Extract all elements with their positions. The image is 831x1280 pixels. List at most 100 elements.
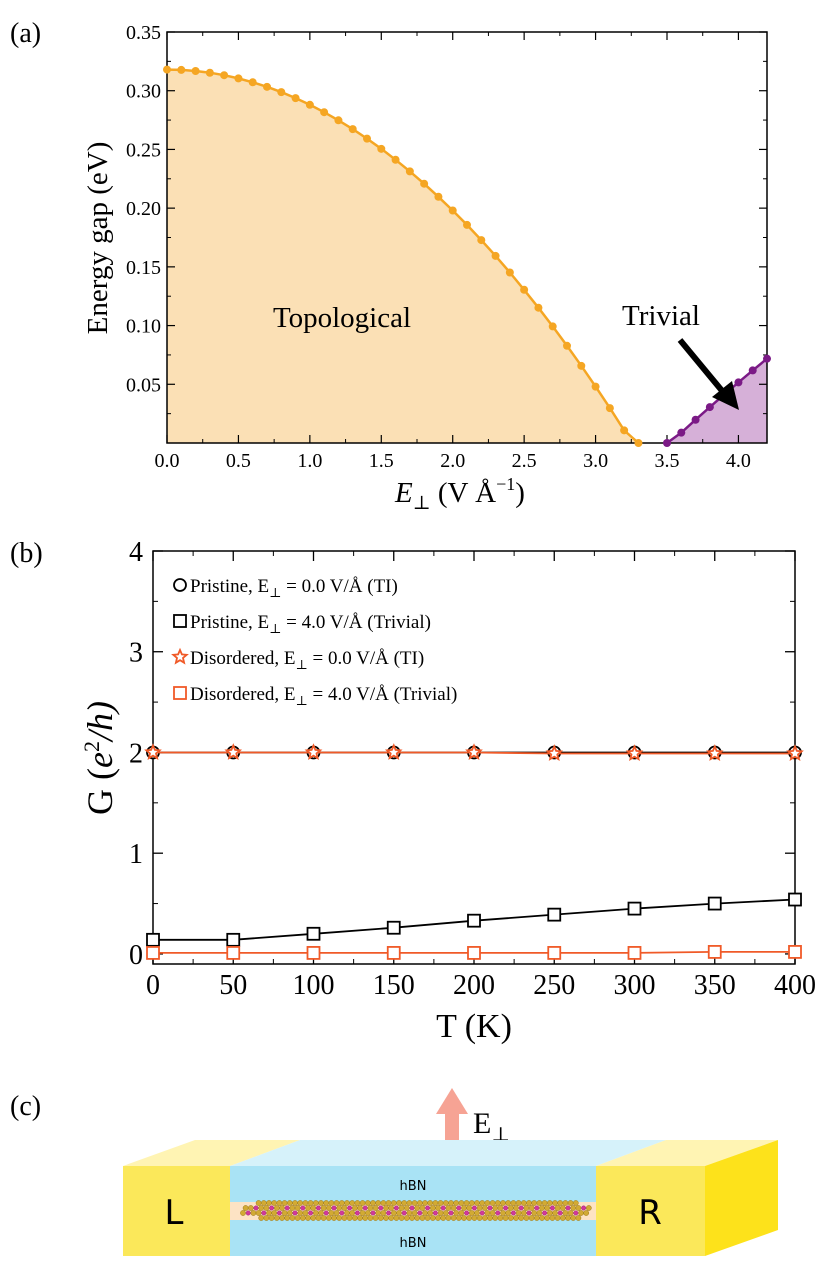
- atom-gold: [273, 1205, 280, 1211]
- atom-gold: [484, 1210, 491, 1216]
- panel-a-y-axis-label: Energy gap (eV): [82, 142, 114, 335]
- atom-gold: [375, 1200, 382, 1206]
- atom-gold: [526, 1200, 532, 1206]
- atom-gold: [403, 1215, 410, 1221]
- panel-b-series: [144, 743, 804, 960]
- atom-gold: [310, 1205, 317, 1211]
- atom-gold: [481, 1215, 488, 1221]
- series-2-point-6: [625, 744, 644, 761]
- atom-gold: [562, 1210, 569, 1216]
- point-topological-32: [620, 426, 629, 435]
- atom-gold: [474, 1200, 480, 1206]
- atom-pink: [432, 1210, 438, 1216]
- point-topological-4: [220, 71, 229, 80]
- atom-gold: [572, 1200, 579, 1206]
- point-topological-26: [534, 303, 543, 312]
- atom-pink: [487, 1205, 493, 1211]
- atom-pink: [409, 1205, 415, 1211]
- atom-gold: [318, 1210, 324, 1216]
- atom-gold: [476, 1215, 483, 1221]
- x-tick-label-5: 2.5: [512, 450, 537, 472]
- atom-gold: [445, 1205, 452, 1211]
- series-2-point-5: [545, 744, 564, 761]
- atom-gold: [559, 1215, 566, 1221]
- atom-gold: [279, 1205, 285, 1211]
- y-tick-label-4: 4: [129, 537, 143, 568]
- x-tick-label-3: 1.5: [369, 450, 394, 472]
- atom-gold: [466, 1205, 473, 1211]
- atom-gold: [336, 1215, 343, 1221]
- atom-gold: [263, 1205, 270, 1211]
- atom-gold: [383, 1215, 389, 1221]
- atom-gold: [528, 1205, 535, 1211]
- panel-b-chart: 0 50 100 150 200 250 300 350 400 0 1 2 3 4 Pristine, …: [79, 537, 816, 1045]
- point-trivial-6: [748, 366, 757, 375]
- atom-gold: [281, 1200, 288, 1206]
- series-1-point-8: [788, 892, 802, 907]
- atom-gold: [294, 1205, 301, 1211]
- atom-gold: [255, 1210, 262, 1216]
- atom-gold: [344, 1200, 350, 1206]
- atom-gold: [500, 1210, 506, 1216]
- panel-a-fills: [167, 69, 767, 443]
- legend-label-0: Pristine, E⊥ = 0.0 V/Å (TI): [190, 576, 398, 600]
- series-1-point-7: [707, 896, 722, 911]
- atom-gold: [442, 1200, 449, 1206]
- atom-pink: [269, 1205, 275, 1211]
- atom-gold: [554, 1205, 561, 1211]
- atom-gold: [271, 1210, 278, 1216]
- atom-gold: [351, 1215, 358, 1221]
- atom-gold: [307, 1200, 314, 1206]
- atom-gold: [523, 1215, 530, 1221]
- atom-gold: [354, 1200, 361, 1206]
- atom-pink: [276, 1210, 282, 1216]
- atom-gold: [520, 1210, 527, 1216]
- atom-gold: [429, 1215, 436, 1221]
- atom-gold: [344, 1210, 350, 1216]
- series-2-point-2: [304, 743, 323, 760]
- panel-label-a: (a): [10, 18, 41, 49]
- y-tick-label-3: 0.20: [126, 198, 161, 220]
- atom-pink: [526, 1210, 532, 1216]
- atom-pink: [573, 1210, 579, 1216]
- atom-gold: [471, 1215, 478, 1221]
- atom-gold: [536, 1200, 543, 1206]
- atom-gold: [513, 1215, 519, 1221]
- atom-gold: [562, 1200, 569, 1206]
- atom-gold: [505, 1200, 512, 1206]
- atom-gold: [422, 1210, 428, 1216]
- atom-gold: [578, 1210, 584, 1216]
- atom-gold: [424, 1215, 431, 1221]
- atom-gold: [398, 1205, 405, 1211]
- legend-label-2: Disordered, E⊥ = 0.0 V/Å (TI): [190, 648, 424, 672]
- atom-gold: [325, 1205, 332, 1211]
- atom-gold: [422, 1200, 428, 1206]
- legend-marker-3: [173, 686, 187, 700]
- point-topological-27: [548, 322, 557, 331]
- point-topological-19: [434, 192, 443, 201]
- series-3-point-4: [467, 946, 481, 960]
- point-topological-23: [491, 251, 500, 260]
- series-1-point-1: [226, 932, 241, 947]
- atom-gold: [474, 1210, 480, 1216]
- atom-gold: [289, 1215, 296, 1221]
- series-2-point-0: [144, 743, 162, 760]
- atom-gold: [489, 1200, 496, 1206]
- atom-gold: [453, 1210, 460, 1216]
- panel-label-b: (b): [10, 538, 43, 569]
- atom-gold: [450, 1205, 457, 1211]
- atom-gold: [531, 1200, 538, 1206]
- atom-gold: [411, 1200, 418, 1206]
- atom-gold: [364, 1210, 371, 1216]
- atom-gold: [302, 1210, 309, 1216]
- atom-gold: [284, 1215, 291, 1221]
- atom-gold: [419, 1205, 426, 1211]
- atom-gold: [557, 1200, 564, 1206]
- atom-gold: [406, 1200, 413, 1206]
- legend-label-1: Pristine, E⊥ = 4.0 V/Å (Trivial): [190, 612, 431, 636]
- atom-gold: [453, 1200, 460, 1206]
- atom-gold: [507, 1215, 514, 1221]
- right-electrode-label: R: [638, 1193, 662, 1233]
- hbn-bottom-layer: [230, 1220, 596, 1256]
